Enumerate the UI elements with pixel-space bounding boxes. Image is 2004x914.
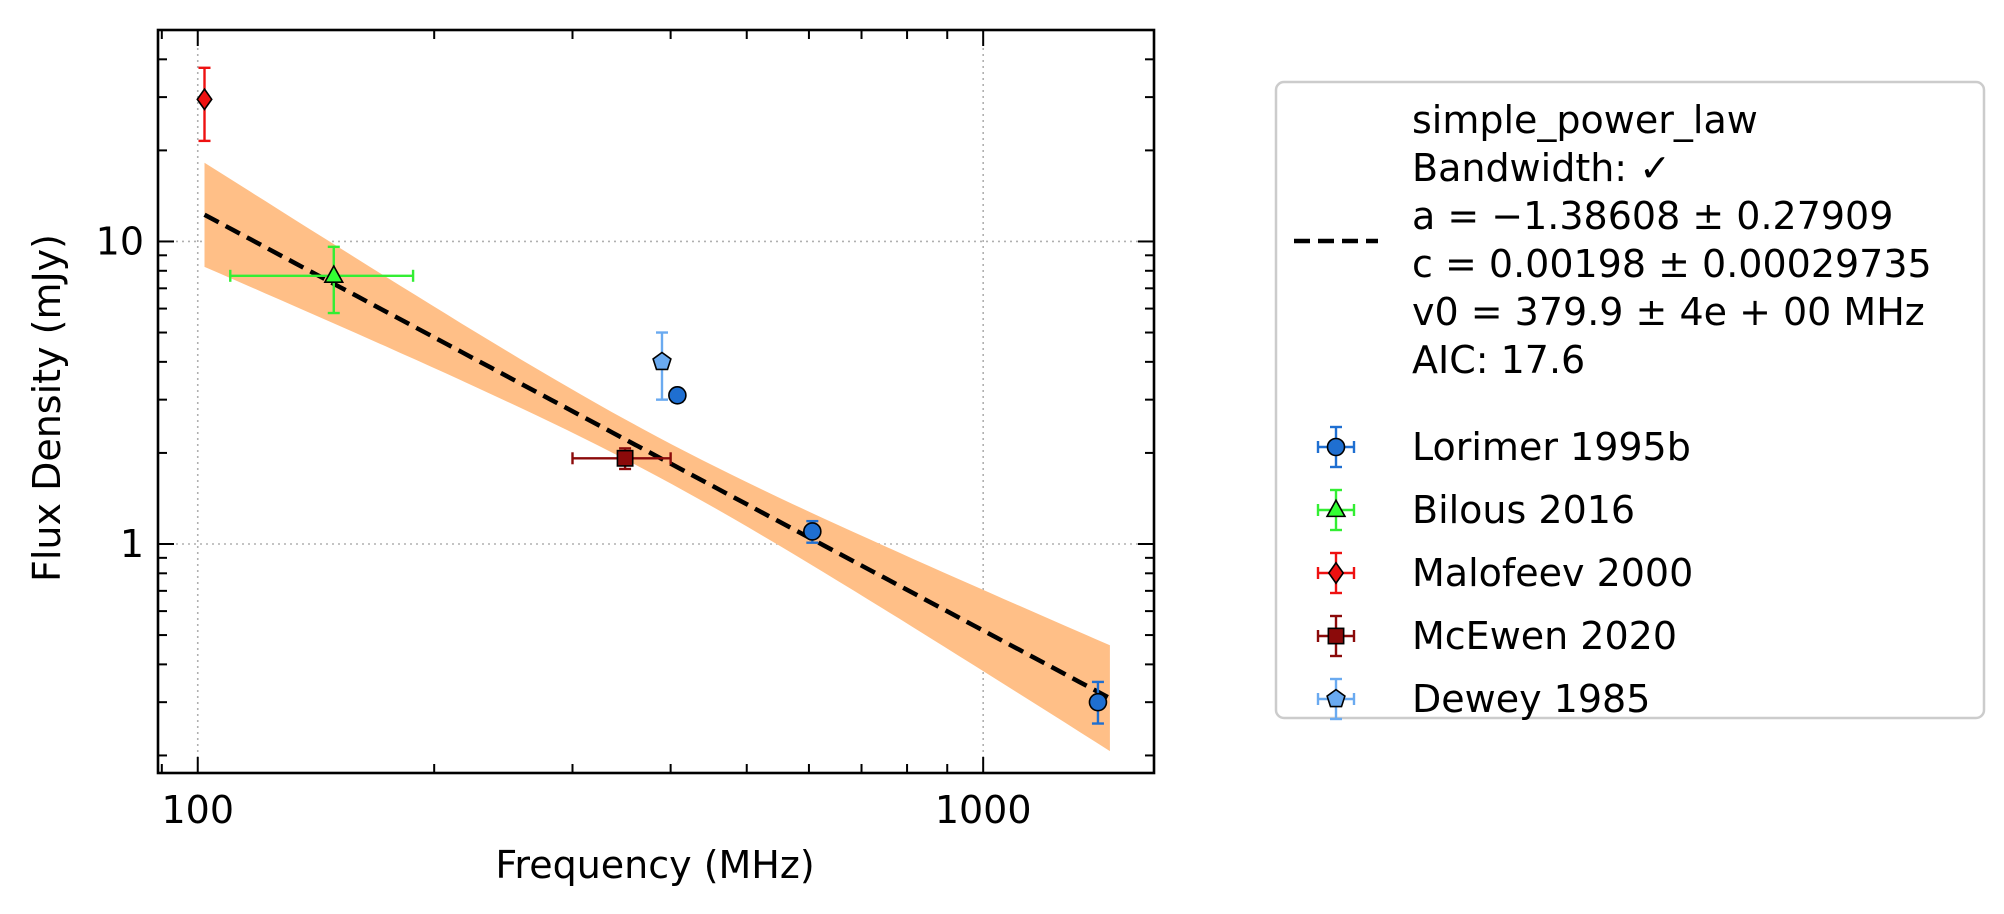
legend-box: [1274, 80, 1986, 720]
legend-label-lorimer-1995b: Lorimer 1995b: [1412, 425, 1691, 469]
fit-line: [203, 212, 1111, 701]
data-point-bilous-2016: [323, 264, 345, 283]
legend-marker-bilous-2016: [1325, 498, 1347, 518]
legend-fit-label: simple_power_law: [1412, 98, 1758, 142]
x-tick-label: 1000: [935, 788, 1032, 832]
x-tick-label: 100: [161, 788, 234, 832]
y-tick-label: 1: [120, 522, 144, 566]
legend-marker-malofeev-2000: [1327, 561, 1345, 585]
plot-area: 100 1000 1 10: [96, 28, 1156, 832]
legend-fit-label: v0 = 379.9 ± 4e + 00 MHz: [1412, 290, 1925, 334]
legend-marker-dewey-1985: [1326, 688, 1346, 708]
data-point-dewey-1985: [652, 351, 672, 371]
y-tick-label: 10: [96, 219, 144, 263]
legend-marker-mcewen-2020: [1327, 627, 1345, 645]
axes-frame: [156, 28, 1156, 775]
data-point-lorimer-1995b: [803, 522, 822, 541]
data-point-malofeev-2000: [196, 87, 213, 111]
legend-fit-label: a = −1.38608 ± 0.27909: [1412, 194, 1893, 238]
x-axis-label: Frequency (MHz): [495, 843, 814, 887]
legend-label-malofeev-2000: Malofeev 2000: [1412, 551, 1693, 595]
y-axis-label: Flux Density (mJy): [25, 234, 69, 582]
data-point-mcewen-2020: [616, 449, 634, 467]
data-point-lorimer-1995b: [1088, 692, 1108, 712]
legend-label-dewey-1985: Dewey 1985: [1412, 677, 1650, 721]
legend-fit-label: AIC: 17.6: [1412, 338, 1585, 382]
legend-fit-label: Bandwidth: ✓: [1412, 146, 1671, 190]
data-point-lorimer-1995b: [668, 386, 687, 405]
legend-label-bilous-2016: Bilous 2016: [1412, 488, 1635, 532]
legend-marker-lorimer-1995b: [1326, 437, 1346, 457]
legend-fit-label: c = 0.00198 ± 0.00029735: [1412, 242, 1932, 286]
legend-label-mcewen-2020: McEwen 2020: [1412, 614, 1677, 658]
